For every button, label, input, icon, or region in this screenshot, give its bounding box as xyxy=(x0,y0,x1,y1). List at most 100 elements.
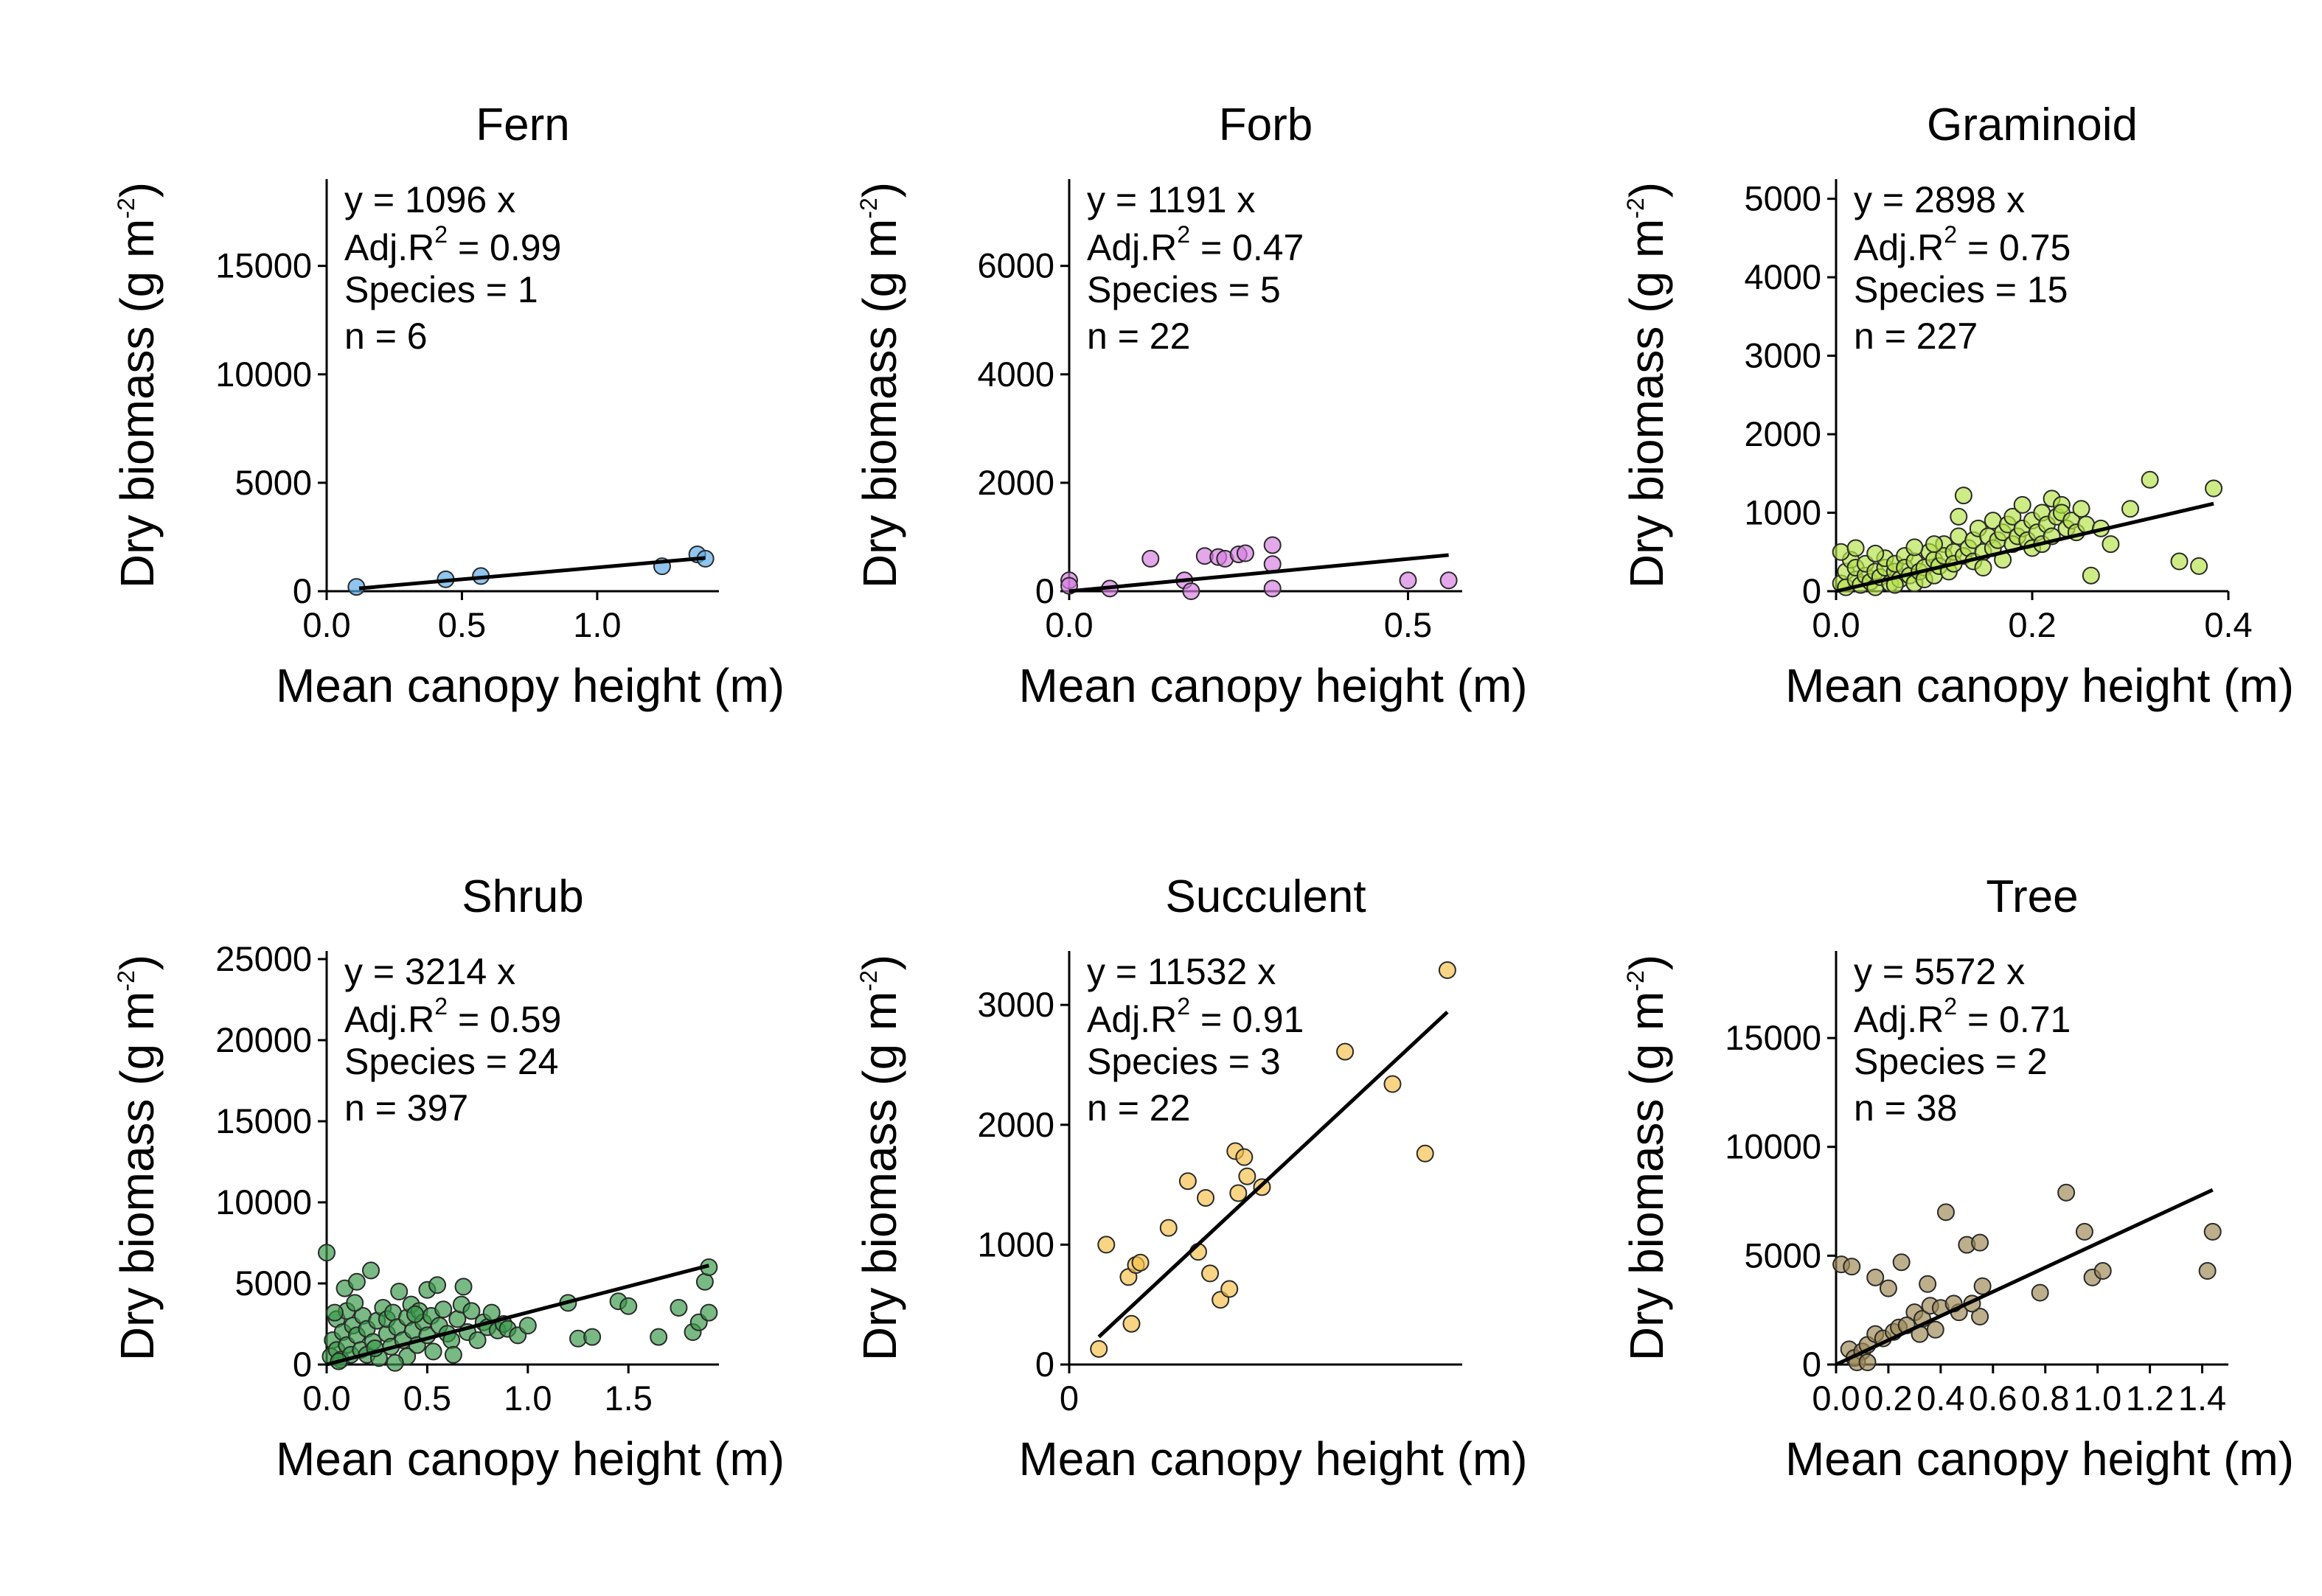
shrub-panel-title: Shrub xyxy=(462,871,583,922)
panel-tree: Tree 0 5000 10000 15000 0.0 0.2 0.4 0.6 0.8 1.0 1.2… xyxy=(1620,871,2294,1485)
forb-n-label: n = 22 xyxy=(1087,316,1190,357)
tree-y-tick-label: 10000 xyxy=(1725,1127,1821,1166)
succulent-data-point xyxy=(1097,1236,1116,1254)
graminoid-data-point xyxy=(2072,500,2090,518)
succulent-data-point xyxy=(1197,1188,1215,1207)
tree-x-tick-label: 0.0 xyxy=(1812,1379,1860,1418)
forb-data-point xyxy=(1236,544,1254,562)
tree-species-label: Species = 2 xyxy=(1854,1041,2048,1082)
forb-y-tick-label: 4000 xyxy=(977,355,1054,394)
graminoid-n-label: n = 227 xyxy=(1854,316,1978,357)
forb-fit-line xyxy=(1068,553,1449,593)
fern-n-label: n = 6 xyxy=(344,316,428,357)
forb-data-point xyxy=(1399,571,1417,590)
succulent-fit-line xyxy=(1097,1010,1449,1339)
succulent-data-point xyxy=(1122,1314,1141,1333)
forb-panel-title: Forb xyxy=(1219,100,1313,150)
fern-x-axis-label: Mean canopy height (m) xyxy=(276,659,785,712)
graminoid-data-point xyxy=(2170,552,2189,571)
tree-x-tick-label: 1.0 xyxy=(2074,1379,2121,1418)
graminoid-x-tick-label: 0.0 xyxy=(1812,605,1860,644)
tree-data-point xyxy=(1936,1203,1955,1222)
tree-data-point xyxy=(1843,1258,1861,1276)
shrub-data-point xyxy=(695,1272,714,1291)
forb-y-tick-label: 0 xyxy=(1035,571,1054,610)
tree-data-point xyxy=(1892,1253,1911,1272)
graminoid-data-point xyxy=(1832,543,1850,561)
shrub-y-tick-label: 15000 xyxy=(215,1101,312,1140)
forb-r2-label: Adj.R2 = 0.47 xyxy=(1087,221,1304,268)
tree-data-point xyxy=(1971,1233,1989,1252)
graminoid-x-tick-label: 0.2 xyxy=(2008,605,2056,644)
shrub-data-point xyxy=(468,1331,487,1349)
tree-y-tick-label: 5000 xyxy=(1744,1236,1821,1275)
fern-x-tick-label: 1.0 xyxy=(573,605,621,644)
graminoid-y-tick-label: 0 xyxy=(1802,571,1821,610)
shrub-equation-label: y = 3214 x xyxy=(344,951,515,992)
graminoid-data-point xyxy=(2141,470,2159,489)
shrub-x-tick-label: 1.0 xyxy=(504,1379,552,1418)
shrub-r2-label: Adj.R2 = 0.59 xyxy=(344,993,561,1040)
graminoid-data-point xyxy=(2102,535,2120,554)
fern-fit-line xyxy=(358,556,706,590)
graminoid-y-tick-label: 4000 xyxy=(1744,257,1821,296)
succulent-data-point xyxy=(1416,1144,1434,1163)
panel-fern: Fern 0 5000 10000 15000 0.0 0.5 1.0 Mean canopy … xyxy=(111,100,785,712)
tree-data-point xyxy=(2203,1222,2222,1241)
shrub-data-point xyxy=(700,1303,718,1322)
tree-data-point xyxy=(2075,1222,2093,1241)
tree-r2-label: Adj.R2 = 0.71 xyxy=(1854,993,2071,1040)
shrub-data-point xyxy=(347,1272,366,1291)
succulent-data-point xyxy=(1229,1184,1248,1202)
shrub-y-tick-label: 25000 xyxy=(215,939,312,978)
tree-data-point xyxy=(2031,1283,2049,1302)
shrub-data-point xyxy=(619,1297,638,1315)
succulent-y-tick-label: 3000 xyxy=(977,985,1054,1024)
shrub-data-point xyxy=(454,1278,473,1296)
tree-y-axis-label: Dry biomass (g m-2) xyxy=(1620,955,1673,1361)
forb-x-tick-label: 0.5 xyxy=(1384,605,1432,644)
graminoid-species-label: Species = 15 xyxy=(1854,269,2068,310)
shrub-x-tick-label: 1.5 xyxy=(605,1379,653,1418)
shrub-y-axis-label: Dry biomass (g m-2) xyxy=(111,955,164,1361)
shrub-data-point xyxy=(428,1276,447,1294)
forb-species-label: Species = 5 xyxy=(1087,269,1281,310)
graminoid-x-axis-label: Mean canopy height (m) xyxy=(1785,659,2294,712)
forb-y-tick-label: 6000 xyxy=(977,246,1054,285)
forb-data-point xyxy=(1439,571,1458,590)
tree-data-point xyxy=(1926,1320,1944,1339)
succulent-data-point xyxy=(1438,961,1456,980)
tree-data-point xyxy=(1971,1308,1989,1326)
succulent-data-point xyxy=(1159,1219,1178,1237)
tree-equation-label: y = 5572 x xyxy=(1854,951,2025,992)
succulent-species-label: Species = 3 xyxy=(1087,1041,1281,1082)
succulent-data-point xyxy=(1336,1042,1355,1061)
graminoid-data-point xyxy=(1905,538,1924,557)
succulent-y-tick-label: 1000 xyxy=(977,1224,1054,1264)
fern-y-tick-label: 0 xyxy=(293,571,312,610)
fern-y-axis-label: Dry biomass (g m-2) xyxy=(111,182,164,588)
graminoid-data-point xyxy=(2205,479,2223,498)
shrub-fit-line xyxy=(326,1264,709,1367)
graminoid-y-tick-label: 2000 xyxy=(1744,414,1821,453)
graminoid-data-point xyxy=(2082,566,2100,585)
shrub-data-point xyxy=(434,1300,453,1319)
graminoid-data-point xyxy=(1950,507,1968,526)
shrub-data-point xyxy=(424,1342,442,1361)
shrub-y-tick-label: 10000 xyxy=(215,1182,312,1222)
forb-data-point xyxy=(1263,579,1282,598)
succulent-n-label: n = 22 xyxy=(1087,1087,1190,1129)
succulent-data-point xyxy=(1131,1253,1150,1272)
tree-data-point xyxy=(2057,1183,2076,1202)
shrub-data-point xyxy=(518,1317,537,1335)
shrub-x-axis-label: Mean canopy height (m) xyxy=(276,1432,785,1485)
forb-x-axis-label: Mean canopy height (m) xyxy=(1018,659,1527,712)
graminoid-data-point xyxy=(2003,507,2022,526)
shrub-y-tick-label: 20000 xyxy=(215,1020,312,1059)
succulent-data-point xyxy=(1220,1280,1239,1298)
succulent-panel-title: Succulent xyxy=(1165,871,1366,922)
panel-succulent: Succulent 0 1000 2000 3000 0 Mean canopy heigh… xyxy=(853,871,1528,1485)
tree-panel-title: Tree xyxy=(1986,871,2078,922)
forb-equation-label: y = 1191 x xyxy=(1087,179,1255,220)
forb-data-point xyxy=(1182,582,1200,600)
